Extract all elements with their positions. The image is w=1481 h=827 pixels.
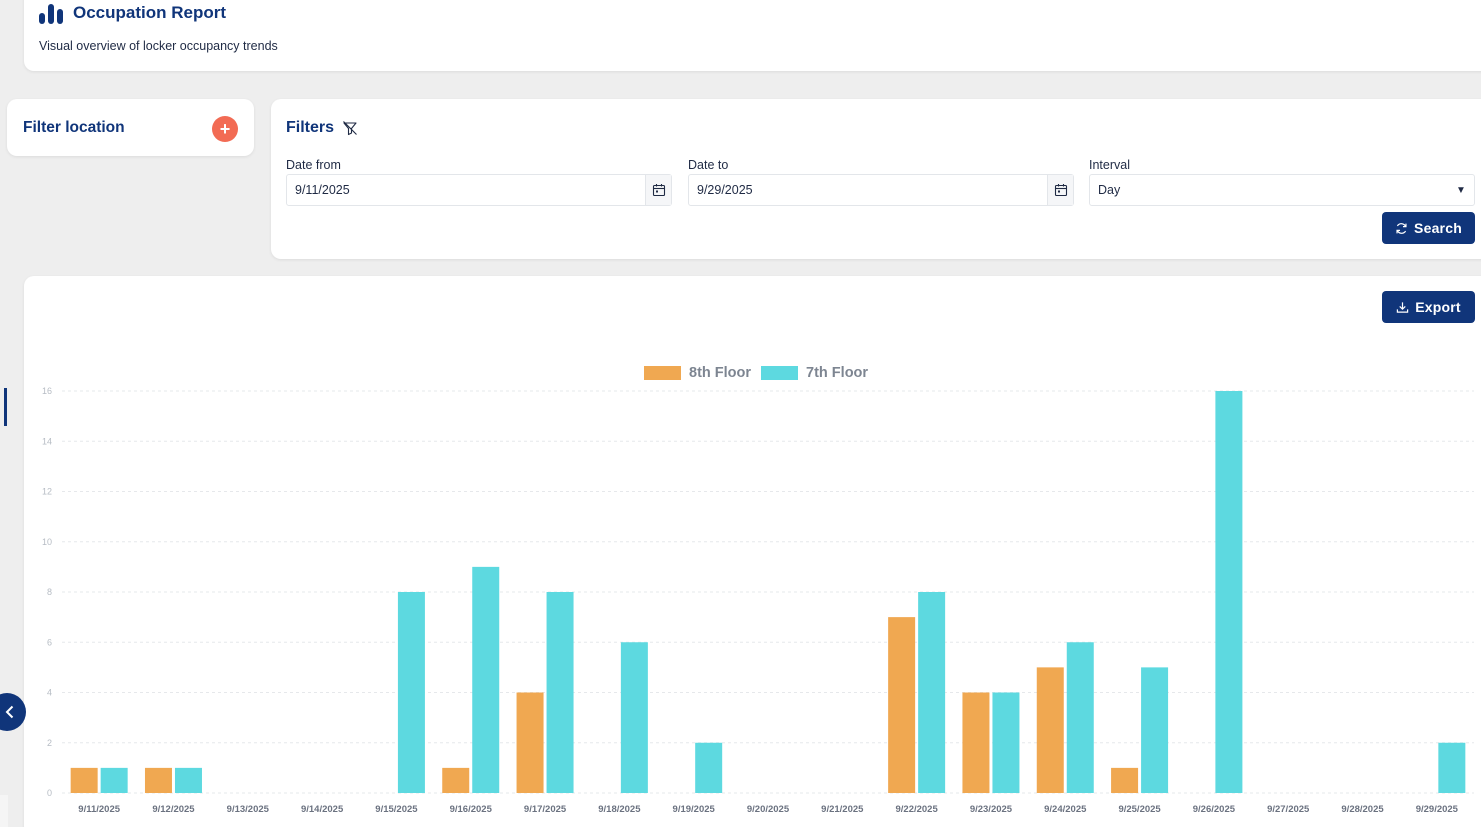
bar-7th-floor[interactable] bbox=[100, 767, 128, 793]
bar-8th-floor[interactable] bbox=[962, 692, 990, 794]
page-subtitle: Visual overview of locker occupancy tren… bbox=[39, 39, 278, 53]
search-button-label: Search bbox=[1414, 220, 1462, 236]
refresh-icon bbox=[1396, 222, 1407, 234]
y-tick-label: 14 bbox=[42, 436, 52, 446]
y-tick-label: 16 bbox=[42, 386, 52, 396]
date-to-field[interactable]: 9/29/2025 bbox=[688, 174, 1074, 206]
download-icon bbox=[1397, 301, 1409, 313]
filter-location-card: Filter location + bbox=[7, 99, 254, 156]
x-tick-label: 9/16/2025 bbox=[450, 804, 493, 815]
date-to-label: Date to bbox=[688, 158, 729, 172]
chevron-left-icon bbox=[5, 705, 14, 719]
x-tick-label: 9/11/2025 bbox=[78, 804, 120, 815]
x-tick-label: 9/23/2025 bbox=[970, 804, 1013, 815]
x-tick-label: 9/27/2025 bbox=[1267, 804, 1310, 815]
bar-7th-floor[interactable] bbox=[397, 592, 425, 793]
x-tick-label: 9/13/2025 bbox=[227, 804, 270, 815]
calendar-icon[interactable] bbox=[645, 175, 671, 205]
sidebar-active-marker bbox=[4, 388, 7, 426]
y-tick-label: 8 bbox=[47, 587, 52, 597]
date-to-value[interactable]: 9/29/2025 bbox=[697, 183, 753, 197]
bar-7th-floor[interactable] bbox=[546, 592, 574, 793]
calendar-icon[interactable] bbox=[1047, 175, 1073, 205]
x-tick-label: 9/18/2025 bbox=[598, 804, 641, 815]
date-from-value[interactable]: 9/11/2025 bbox=[295, 183, 350, 197]
chart-card: Export 8th Floor 7th Floor 0 2 4 6 8 10 12 14 16… bbox=[24, 276, 1481, 827]
x-tick-label: 9/17/2025 bbox=[524, 804, 567, 815]
bar-7th-floor[interactable] bbox=[918, 592, 946, 793]
filters-header: Filters bbox=[286, 119, 358, 137]
bar-8th-floor[interactable] bbox=[1111, 767, 1139, 793]
title-row: Occupation Report bbox=[39, 2, 226, 24]
bar-8th-floor[interactable] bbox=[442, 767, 470, 793]
bar-7th-floor[interactable] bbox=[174, 767, 202, 793]
y-tick-label: 12 bbox=[42, 487, 52, 497]
legend-label-7th-floor: 7th Floor bbox=[806, 365, 869, 381]
date-from-field[interactable]: 9/11/2025 bbox=[286, 174, 672, 206]
legend-swatch-8th-floor bbox=[644, 366, 681, 380]
bar-8th-floor[interactable] bbox=[888, 617, 916, 793]
clear-filter-icon[interactable] bbox=[342, 120, 358, 136]
bar-7th-floor[interactable] bbox=[1438, 742, 1466, 793]
x-tick-label: 9/24/2025 bbox=[1044, 804, 1087, 815]
x-tick-label: 9/15/2025 bbox=[375, 804, 418, 815]
sidebar-footer bbox=[0, 795, 8, 827]
y-tick-label: 10 bbox=[42, 537, 52, 547]
x-tick-label: 9/20/2025 bbox=[747, 804, 790, 815]
x-tick-label: 9/19/2025 bbox=[673, 804, 716, 815]
bar-7th-floor[interactable] bbox=[1066, 642, 1094, 793]
y-tick-label: 0 bbox=[47, 788, 52, 798]
date-from-label: Date from bbox=[286, 158, 341, 172]
export-button-label: Export bbox=[1415, 299, 1461, 315]
y-tick-label: 6 bbox=[47, 637, 52, 647]
bar-8th-floor[interactable] bbox=[70, 767, 98, 793]
x-tick-label: 9/14/2025 bbox=[301, 804, 344, 815]
add-location-button[interactable]: + bbox=[212, 116, 238, 142]
legend-item-7th-floor[interactable]: 7th Floor bbox=[761, 365, 868, 381]
chevron-down-icon[interactable]: ▼ bbox=[1456, 184, 1466, 196]
bar-7th-floor[interactable] bbox=[992, 692, 1020, 794]
chart-legend: 8th Floor 7th Floor bbox=[644, 365, 868, 381]
collapse-sidebar-button[interactable] bbox=[0, 693, 26, 731]
x-tick-label: 9/26/2025 bbox=[1193, 804, 1236, 815]
interval-label: Interval bbox=[1089, 158, 1130, 172]
x-tick-label: 9/28/2025 bbox=[1341, 804, 1384, 815]
header-card: Occupation Report Visual overview of loc… bbox=[24, 0, 1481, 71]
bar-7th-floor[interactable] bbox=[1141, 667, 1169, 793]
filters-card: Filters Date from 9/11/2025 Date to 9/29… bbox=[271, 99, 1481, 259]
interval-select[interactable]: Day ▼ bbox=[1089, 174, 1475, 206]
bar-7th-floor[interactable] bbox=[472, 566, 500, 793]
y-tick-label: 4 bbox=[47, 688, 52, 698]
bar-8th-floor[interactable] bbox=[516, 692, 544, 794]
bar-7th-floor[interactable] bbox=[695, 742, 723, 793]
x-tick-label: 9/22/2025 bbox=[895, 804, 938, 815]
interval-value[interactable]: Day bbox=[1098, 183, 1121, 197]
export-button[interactable]: Export bbox=[1382, 291, 1475, 323]
bar-chart: 0 2 4 6 8 10 12 14 16 9/11/2025 9/12/2025 9/13/2025… bbox=[42, 386, 1474, 815]
bar-8th-floor[interactable] bbox=[1036, 667, 1064, 793]
bar-8th-floor[interactable] bbox=[144, 767, 172, 793]
legend-swatch-7th-floor bbox=[761, 366, 799, 380]
bar-7th-floor[interactable] bbox=[620, 642, 648, 793]
page-title: Occupation Report bbox=[73, 3, 227, 22]
search-button[interactable]: Search bbox=[1382, 212, 1475, 244]
x-tick-label: 9/29/2025 bbox=[1416, 804, 1459, 815]
bar-chart-icon bbox=[39, 2, 63, 24]
legend-label-8th-floor: 8th Floor bbox=[689, 365, 752, 381]
filter-location-title: Filter location bbox=[23, 119, 125, 136]
y-tick-label: 2 bbox=[47, 738, 52, 748]
x-tick-label: 9/25/2025 bbox=[1118, 804, 1161, 815]
legend-item-8th-floor[interactable]: 8th Floor bbox=[644, 365, 751, 381]
x-tick-label: 9/12/2025 bbox=[152, 804, 195, 815]
filters-title: Filters bbox=[286, 119, 335, 136]
bar-7th-floor[interactable] bbox=[1215, 391, 1243, 793]
x-tick-label: 9/21/2025 bbox=[821, 804, 864, 815]
